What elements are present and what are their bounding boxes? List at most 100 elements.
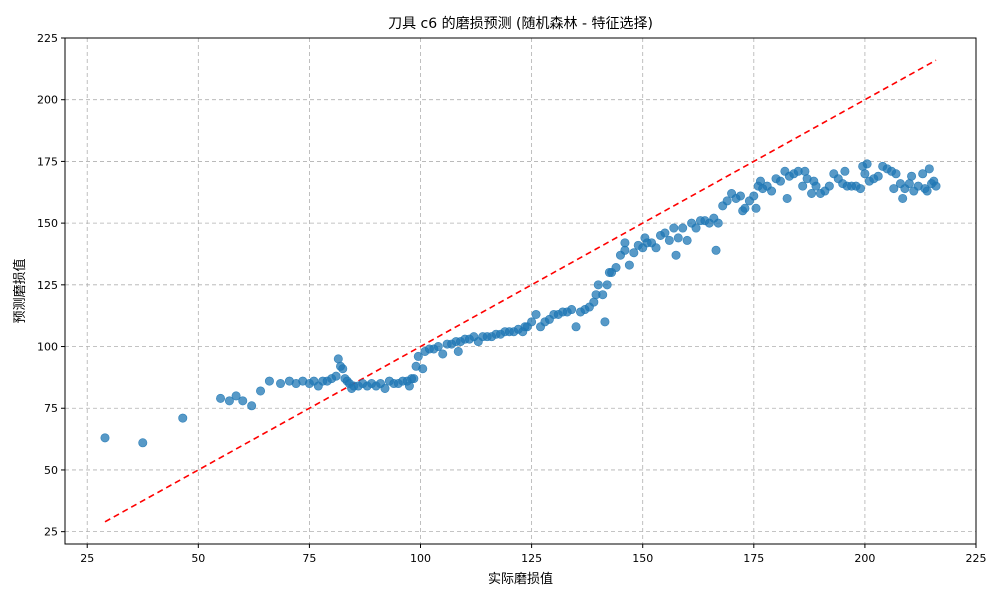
scatter-points [100,159,941,448]
scatter-point [224,396,234,406]
x-tick-label: 225 [966,552,987,565]
x-tick-label: 100 [410,552,431,565]
scatter-point [531,309,541,319]
scatter-point [527,317,537,327]
chart-title: 刀具 c6 的磨损预测 (随机森林 - 特征选择) [388,16,653,32]
scatter-point [409,374,419,384]
reference-line [104,59,937,523]
scatter-point [862,159,872,169]
scatter-point [891,169,901,179]
scatter-point [138,438,148,448]
x-tick-label: 175 [743,552,764,565]
scatter-point [651,243,661,253]
scatter-point [673,233,683,243]
scatter-point [855,184,865,194]
scatter-point [711,245,721,255]
scatter-point [749,191,759,201]
x-tick-label: 150 [632,552,653,565]
scatter-point [664,235,674,245]
scatter-point [598,290,608,300]
x-tick-label: 50 [191,552,205,565]
scatter-point [682,235,692,245]
scatter-point [922,186,932,196]
scatter-point [898,193,908,203]
y-tick-label: 125 [37,279,58,292]
scatter-point [589,297,599,307]
y-ticks: 25 50 75 100 125 150 175 200 225 [37,32,65,539]
scatter-point [735,191,745,201]
scatter-point [924,164,934,174]
y-axis-label: 预测磨损值 [12,258,28,323]
y-tick-label: 100 [37,341,58,354]
scatter-point [331,371,341,381]
scatter-point [231,391,241,401]
scatter-point [873,171,883,181]
scatter-point [840,166,850,176]
x-tick-label: 75 [302,552,316,565]
scatter-point [678,223,688,233]
scatter-point [671,250,681,260]
y-tick-label: 175 [37,155,58,168]
scatter-point [931,181,941,191]
scatter-point [247,401,257,411]
scatter-point [860,169,870,179]
x-ticks: 25 50 75 100 125 150 175 200 225 [80,544,987,565]
x-tick-label: 25 [80,552,94,565]
scatter-point [713,218,723,228]
y-tick-label: 150 [37,217,58,230]
scatter-point [567,305,577,315]
scatter-point [624,260,634,270]
x-axis-label: 实际磨损值 [488,571,553,587]
scatter-point [100,433,110,443]
scatter-point [602,280,612,290]
scatter-point [620,238,630,248]
y-tick-label: 75 [44,402,58,415]
scatter-point [276,379,286,389]
scatter-point [238,396,248,406]
x-tick-label: 200 [854,552,875,565]
scatter-point [889,184,899,194]
scatter-point [807,189,817,199]
scatter-point [740,203,750,213]
scatter-point [571,322,581,332]
scatter-point [782,193,792,203]
scatter-point [216,393,226,403]
scatter-point [178,413,188,423]
scatter-point [751,203,761,213]
scatter-point [800,166,810,176]
scatter-point [438,349,448,359]
scatter-point [380,383,390,393]
scatter-point [669,223,679,233]
scatter-point [824,181,834,191]
x-tick-label: 125 [521,552,542,565]
grid-lines [65,37,977,544]
scatter-point [338,364,348,374]
scatter-point [611,263,621,273]
y-tick-label: 200 [37,94,58,107]
scatter-point [593,280,603,290]
scatter-point [722,196,732,206]
scatter-point [600,317,610,327]
scatter-point [413,351,423,361]
scatter-point [404,381,414,391]
scatter-point [660,228,670,238]
scatter-point [775,176,785,186]
scatter-point [629,248,639,258]
scatter-point [907,171,917,181]
y-tick-label: 50 [44,464,58,477]
scatter-point [767,186,777,196]
scatter-point [418,364,428,374]
scatter-point [798,181,808,191]
scatter-point [264,376,274,386]
plot-frame [64,37,977,545]
reference-line-layer [104,59,937,523]
y-tick-label: 25 [44,526,58,539]
scatter-point [811,181,821,191]
y-tick-label: 225 [37,32,58,45]
scatter-point [333,354,343,364]
scatter-point [918,169,928,179]
scatter-point [691,223,701,233]
scatter-point [904,179,914,189]
